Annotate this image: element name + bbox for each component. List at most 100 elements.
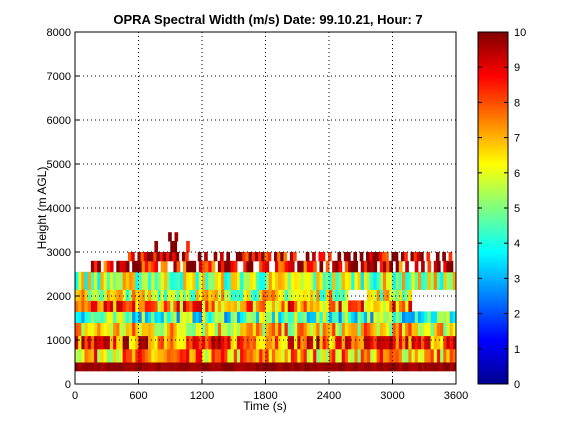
- heatmap-cell: [189, 348, 193, 363]
- heatmap-cell: [252, 348, 257, 363]
- heatmap-cell: [230, 271, 235, 290]
- heatmap-cell: [135, 322, 139, 337]
- heatmap-cell: [202, 260, 206, 273]
- heatmap-cell: [116, 260, 120, 273]
- heatmap-cell: [322, 300, 327, 312]
- heatmap-cell: [268, 335, 273, 350]
- heatmap-cell: [268, 311, 273, 323]
- grid-lines: [75, 32, 456, 384]
- heatmap-cell: [284, 271, 289, 290]
- heatmap-cell: [141, 300, 146, 312]
- heatmap-cell: [433, 322, 438, 337]
- heatmap-cell: [277, 252, 281, 262]
- heatmap-cell: [389, 271, 393, 290]
- heatmap-cell: [430, 311, 435, 323]
- heatmap-cell: [430, 322, 435, 337]
- heatmap-cell: [148, 260, 152, 273]
- heatmap-cell: [424, 348, 428, 363]
- heatmap-cell: [116, 335, 120, 350]
- heatmap-cell: [335, 311, 340, 323]
- heatmap-cell: [382, 362, 387, 372]
- heatmap-cell: [275, 311, 279, 323]
- heatmap-cell: [278, 300, 282, 312]
- heatmap-cell: [205, 311, 209, 323]
- heatmap-cell: [427, 322, 432, 337]
- heatmap-cell: [275, 335, 279, 350]
- heatmap-cell: [332, 311, 336, 323]
- heatmap-cell: [144, 271, 149, 290]
- heatmap-cell: [181, 252, 186, 262]
- heatmap-cell: [174, 232, 179, 242]
- heatmap-cell: [255, 271, 260, 290]
- heatmap-cell: [202, 289, 206, 301]
- heatmap-cell: [109, 260, 114, 273]
- heatmap-cell: [341, 289, 346, 301]
- heatmap-cell: [103, 335, 108, 350]
- heatmap-cell: [182, 271, 187, 290]
- heatmap-cell: [287, 271, 292, 290]
- heatmap-cell: [411, 271, 416, 290]
- heatmap-cell: [446, 271, 451, 290]
- heatmap-cell: [243, 348, 247, 363]
- heatmap-cell: [408, 289, 413, 301]
- heatmap-cell: [382, 271, 387, 290]
- heatmap-cell: [109, 271, 114, 290]
- heatmap-cell: [103, 289, 108, 301]
- heatmap-cell: [382, 289, 387, 301]
- colorbar-tick-label: 9: [514, 62, 520, 74]
- heatmap-cell: [189, 311, 193, 323]
- heatmap-cell: [208, 271, 213, 290]
- heatmap-cell: [128, 348, 133, 363]
- heatmap-cell: [97, 322, 101, 337]
- heatmap-cell: [309, 311, 314, 323]
- heatmap-cell: [262, 271, 266, 290]
- heatmap-cell: [221, 322, 225, 337]
- heatmap-cell: [319, 260, 324, 273]
- heatmap-cell: [213, 252, 218, 262]
- heatmap-cell: [427, 271, 432, 290]
- heatmap-cell: [78, 271, 82, 290]
- heatmap-cell: [348, 311, 352, 323]
- heatmap-cell: [252, 271, 257, 290]
- heatmap-cell: [446, 335, 451, 350]
- heatmap-cell: [160, 348, 165, 363]
- heatmap-cell: [376, 289, 381, 301]
- heatmap-cell: [119, 271, 124, 290]
- heatmap-cell: [259, 271, 263, 290]
- heatmap-cell: [433, 271, 438, 290]
- heatmap-cell: [332, 289, 336, 301]
- colorbar-ticks: 0 1 2 3 4 5 6 7 8 9 10: [478, 27, 526, 391]
- heatmap-cell: [122, 322, 127, 337]
- heatmap-cell: [344, 322, 349, 337]
- heatmap-cell: [284, 311, 289, 323]
- heatmap-cell: [221, 300, 225, 312]
- heatmap-cell: [189, 322, 193, 337]
- heatmap-cell: [306, 362, 311, 372]
- heatmap-cell: [354, 300, 359, 312]
- heatmap-cell: [392, 300, 397, 312]
- heatmap-cell: [265, 348, 270, 363]
- heatmap-cell: [138, 260, 143, 273]
- heatmap-cell: [132, 300, 136, 312]
- heatmap-cell: [325, 322, 330, 337]
- heatmap-cell: [186, 362, 190, 372]
- heatmap-cell: [255, 289, 260, 301]
- heatmap-cell: [255, 348, 260, 363]
- heatmap-cell: [265, 311, 270, 323]
- heatmap-cell: [151, 300, 155, 312]
- heatmap-cell: [402, 348, 406, 363]
- heatmap-cell: [294, 311, 298, 323]
- heatmap-cell: [106, 300, 111, 312]
- heatmap-cell: [389, 289, 393, 301]
- heatmap-cell: [329, 348, 333, 363]
- heatmap-cell: [316, 322, 320, 337]
- heatmap-cell: [430, 362, 435, 372]
- heatmap-cell: [370, 300, 374, 312]
- heatmap-cell: [125, 271, 130, 290]
- heatmap-cell: [135, 300, 139, 312]
- heatmap-cell: [309, 322, 314, 337]
- heatmap-cell: [109, 311, 114, 323]
- heatmap-cell: [131, 252, 135, 262]
- heatmap-cell: [75, 348, 79, 363]
- heatmap-cell: [144, 335, 149, 350]
